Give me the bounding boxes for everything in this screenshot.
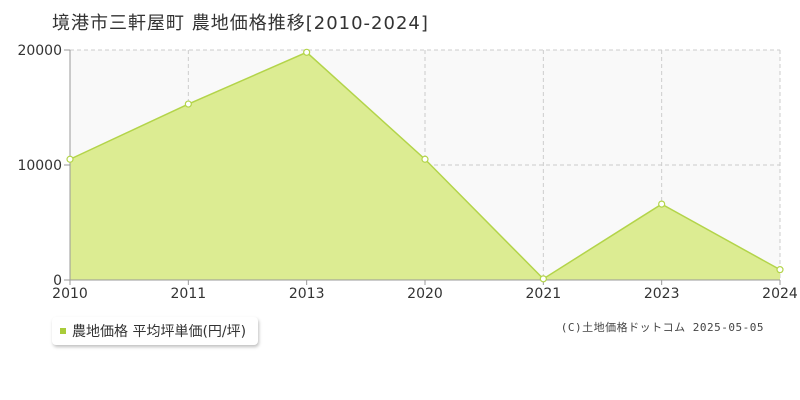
data-point: [776, 266, 784, 274]
x-tick-label: 2020: [407, 286, 443, 302]
chart-plot: 2010 2011 2013 2020 2021 2023 2024 0 10000 20000: [17, 43, 797, 302]
x-tick-label: 2013: [289, 286, 325, 302]
y-tick-label: 0: [53, 273, 62, 289]
x-tick-label: 2011: [171, 286, 207, 302]
x-tick-label: 2021: [526, 286, 562, 302]
x-tick-label: 2024: [762, 286, 798, 302]
x-tick-label: 2023: [644, 286, 680, 302]
x-tick-label: 2010: [52, 286, 88, 302]
chart-title: 境港市三軒屋町 農地価格推移[2010-2024]: [52, 13, 429, 34]
data-points: [66, 48, 784, 283]
data-point: [421, 155, 429, 163]
axes: [64, 49, 781, 285]
data-point: [658, 200, 666, 208]
area-fill: [70, 52, 780, 280]
data-point: [539, 275, 547, 283]
data-point: [66, 155, 74, 163]
y-tick-label: 10000: [17, 158, 62, 174]
data-point: [184, 100, 192, 108]
legend-marker-icon: [60, 328, 66, 334]
legend: 農地価格 平均坪単価(円/坪): [52, 317, 259, 345]
y-tick-label: 20000: [17, 43, 62, 59]
copyright-text: (C)土地価格ドットコム 2025-05-05: [560, 321, 764, 334]
data-point: [303, 48, 311, 56]
legend-label: 農地価格 平均坪単価(円/坪): [72, 324, 247, 340]
tick-labels: 2010 2011 2013 2020 2021 2023 2024 0 10000 20000: [17, 43, 797, 302]
